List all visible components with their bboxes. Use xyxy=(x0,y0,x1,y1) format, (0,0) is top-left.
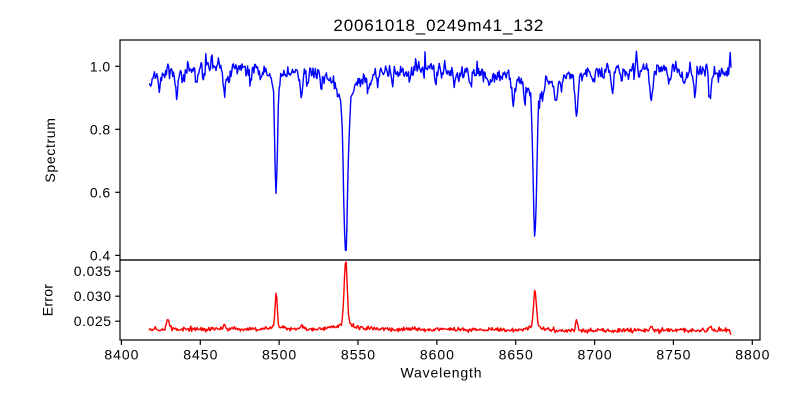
svg-text:Wavelength: Wavelength xyxy=(400,365,482,381)
svg-text:0.6: 0.6 xyxy=(90,184,111,200)
svg-text:Spectrum: Spectrum xyxy=(42,117,58,182)
svg-text:0.030: 0.030 xyxy=(74,288,112,304)
svg-text:8450: 8450 xyxy=(183,347,218,363)
svg-text:8400: 8400 xyxy=(104,347,139,363)
svg-text:8600: 8600 xyxy=(420,347,455,363)
svg-text:0.4: 0.4 xyxy=(90,247,111,263)
svg-text:0.035: 0.035 xyxy=(74,263,112,279)
svg-text:8700: 8700 xyxy=(578,347,613,363)
svg-text:8550: 8550 xyxy=(341,347,376,363)
svg-text:1.0: 1.0 xyxy=(90,58,111,74)
svg-text:8800: 8800 xyxy=(735,347,770,363)
svg-text:0.025: 0.025 xyxy=(74,313,112,329)
svg-text:20061018_0249m41_132: 20061018_0249m41_132 xyxy=(333,16,544,35)
svg-text:0.8: 0.8 xyxy=(90,121,111,137)
svg-text:Error: Error xyxy=(40,284,56,316)
svg-text:8500: 8500 xyxy=(262,347,297,363)
svg-text:8650: 8650 xyxy=(499,347,534,363)
svg-text:8750: 8750 xyxy=(656,347,691,363)
